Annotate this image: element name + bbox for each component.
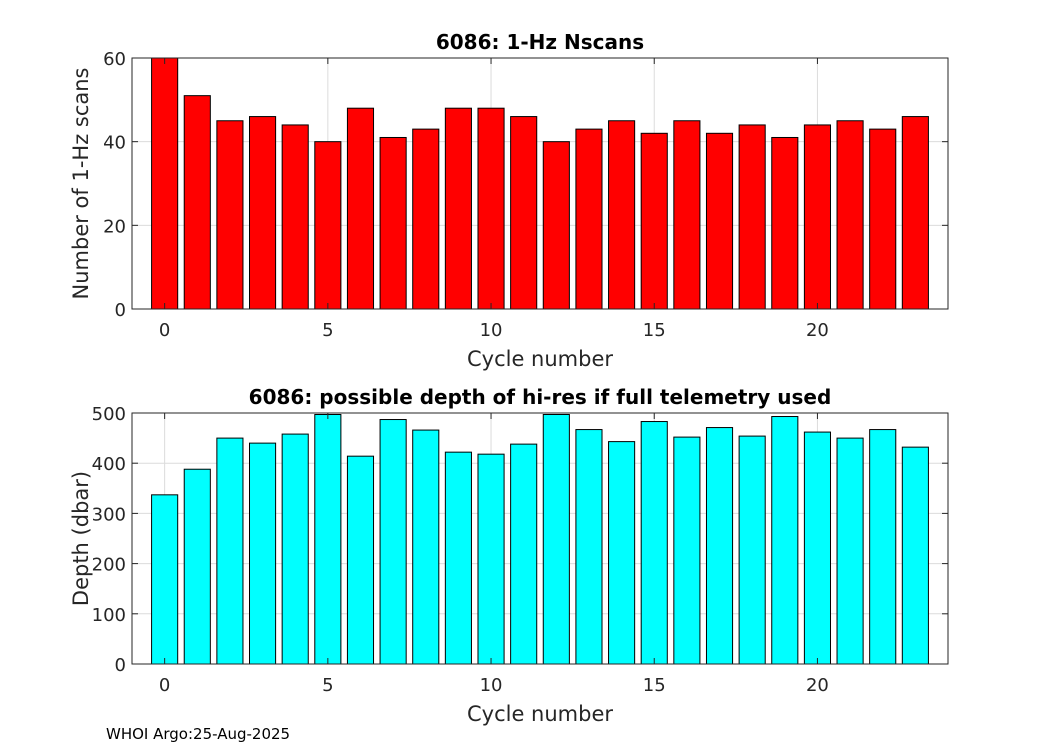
x-axis-label: Cycle number	[467, 702, 613, 726]
bar	[151, 494, 179, 665]
bar	[216, 437, 244, 665]
bar	[901, 116, 929, 310]
y-axis-label: Depth (dbar)	[69, 471, 93, 606]
y-tick-label: 200	[92, 555, 126, 576]
bar	[412, 128, 440, 310]
bar	[542, 141, 570, 310]
bar	[640, 132, 668, 310]
axes-frame	[131, 57, 949, 310]
bar	[869, 128, 897, 310]
bar	[803, 431, 831, 665]
bar	[673, 120, 701, 310]
x-axis-label: Cycle number	[467, 347, 613, 371]
x-tick-label: 20	[806, 675, 829, 696]
bar	[444, 451, 472, 665]
chart-title: 6086: possible depth of hi-res if full t…	[249, 385, 832, 409]
y-axis-label: Number of 1-Hz scans	[69, 68, 93, 300]
bar	[314, 414, 342, 665]
y-tick-label: 100	[92, 605, 126, 626]
bar	[314, 141, 342, 310]
x-tick-label: 15	[643, 320, 666, 341]
bar	[346, 107, 375, 310]
bar	[542, 414, 570, 665]
y-tick-label: 400	[92, 454, 126, 475]
bar	[575, 128, 603, 310]
bar	[183, 95, 211, 310]
bar	[510, 443, 538, 665]
y-tick-label: 60	[103, 49, 126, 70]
bar	[379, 136, 407, 310]
x-tick-label: 10	[480, 320, 503, 341]
y-tick-label: 0	[115, 300, 126, 321]
bar	[477, 107, 505, 310]
bar	[281, 124, 309, 310]
bar	[183, 468, 211, 665]
bar	[738, 124, 766, 310]
x-tick-label: 10	[480, 675, 503, 696]
bar	[477, 453, 505, 665]
bar	[281, 433, 309, 665]
bar	[705, 132, 734, 310]
bar	[673, 436, 701, 665]
bar	[901, 446, 929, 665]
bar	[640, 421, 668, 665]
y-tick-label: 300	[92, 504, 126, 525]
bar	[836, 437, 864, 665]
x-tick-label: 0	[159, 675, 170, 696]
x-tick-label: 15	[643, 675, 666, 696]
bar	[608, 120, 636, 310]
bar	[608, 441, 636, 665]
bar	[836, 120, 864, 310]
chart-title: 6086: 1-Hz Nscans	[436, 30, 644, 54]
chart-1: 0 5 10 15 20 0 20 40 60 6086: 1-Hz Nscans Cycle nu…	[69, 30, 949, 371]
y-tick-label: 40	[103, 133, 126, 154]
bar	[216, 120, 244, 310]
x-tick-label: 0	[159, 320, 170, 341]
x-tick-label: 5	[322, 675, 333, 696]
bar	[379, 419, 407, 665]
x-tick-label: 20	[806, 320, 829, 341]
bar	[771, 136, 799, 310]
bar	[412, 429, 440, 665]
footer-credit: WHOI Argo:25-Aug-2025	[106, 725, 291, 743]
x-tick-label: 5	[322, 320, 333, 341]
bar	[444, 107, 472, 310]
axes-frame	[131, 412, 949, 665]
bar	[771, 416, 799, 665]
bar	[803, 124, 831, 310]
bar	[869, 429, 897, 665]
bar	[151, 57, 179, 310]
bar	[705, 427, 734, 665]
y-tick-label: 500	[92, 404, 126, 425]
bar	[575, 429, 603, 665]
y-tick-label: 0	[115, 655, 126, 676]
bar	[738, 435, 766, 665]
bar	[510, 116, 538, 310]
bar	[346, 455, 375, 665]
bar	[249, 442, 277, 665]
y-tick-label: 20	[103, 216, 126, 237]
bar	[249, 116, 277, 310]
